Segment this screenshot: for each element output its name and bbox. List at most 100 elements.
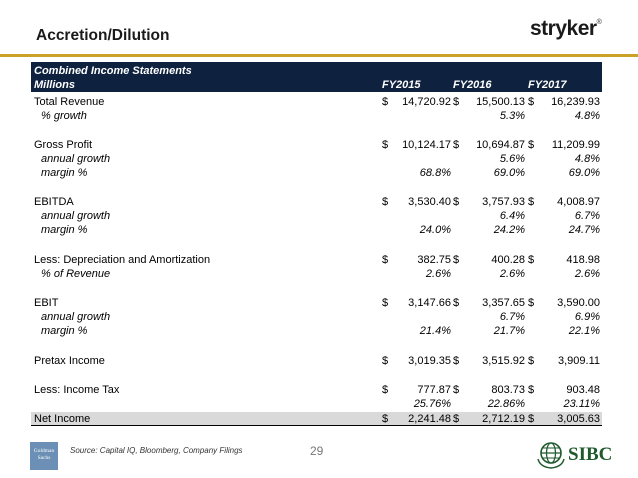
- net-income-row: Net Income $2,241.48 $2,712.19 $3,005.63: [31, 412, 602, 426]
- currency-symbol: $: [453, 196, 460, 208]
- cell-fy2017: 4.8%: [574, 153, 600, 165]
- cell-fy2015: 3,019.35: [408, 355, 451, 367]
- table-header: Combined Income Statements Millions FY20…: [31, 62, 602, 92]
- row-label: Less: Income Tax: [34, 384, 120, 396]
- row-label: % growth: [41, 110, 87, 122]
- cell-fy2017: 6.7%: [574, 210, 600, 222]
- cell-fy2015: 382.75: [417, 254, 451, 266]
- currency-symbol: $: [528, 384, 535, 396]
- cell-fy2016: 3,357.65: [482, 297, 525, 309]
- goldman-sachs-logo: Goldman Sachs: [30, 442, 58, 470]
- cell-fy2017: 22.1%: [568, 325, 600, 337]
- cell-fy2016: 5.3%: [499, 110, 525, 122]
- currency-symbol: $: [453, 139, 460, 151]
- table-row: % of Revenue 2.6% 2.6% 2.6%: [31, 267, 602, 281]
- row-label: annual growth: [41, 153, 111, 165]
- table-row: annual growth 6.4% 6.7%: [31, 209, 602, 223]
- currency-symbol: $: [528, 139, 535, 151]
- cell-fy2016: 24.2%: [493, 224, 525, 236]
- cell-fy2017: 69.0%: [568, 167, 600, 179]
- cell-fy2016: 69.0%: [493, 167, 525, 179]
- cell-fy2016: 10,694.87: [476, 139, 525, 151]
- cell-fy2016: 22.86%: [487, 398, 525, 410]
- currency-symbol: $: [382, 139, 389, 151]
- currency-symbol: $: [528, 297, 535, 309]
- sibc-logo: SIBC: [568, 444, 613, 465]
- cell-fy2017: 24.7%: [568, 224, 600, 236]
- table-row: EBIT $3,147.66 $3,357.65 $3,590.00: [31, 296, 602, 310]
- currency-symbol: $: [382, 297, 389, 309]
- cell-fy2016: 15,500.13: [476, 96, 525, 108]
- cell-fy2016: 2,712.19: [482, 413, 525, 425]
- table-row: annual growth 5.6% 4.8%: [31, 152, 602, 166]
- page-title: Accretion/Dilution: [36, 27, 170, 44]
- row-label: Pretax Income: [34, 355, 105, 367]
- row-label: Total Revenue: [34, 96, 105, 108]
- cell-fy2016: 3,757.93: [482, 196, 525, 208]
- table-row: margin % 24.0% 24.2% 24.7%: [31, 223, 602, 237]
- title-rule: [0, 54, 638, 57]
- table-title: Combined Income Statements: [34, 65, 192, 77]
- table-row: Gross Profit $10,124.17 $10,694.87 $11,209.…: [31, 138, 602, 152]
- source-note: Source: Capital IQ, Bloomberg, Company F…: [70, 446, 243, 455]
- units-label: Millions: [34, 79, 75, 91]
- currency-symbol: $: [528, 413, 535, 425]
- row-label: margin %: [41, 224, 88, 236]
- currency-symbol: $: [453, 254, 460, 266]
- table-row: 25.76% 22.86% 23.11%: [31, 397, 602, 411]
- cell-fy2017: 903.48: [566, 384, 600, 396]
- column-header-fy2016: FY2016: [453, 79, 492, 91]
- row-label: margin %: [41, 167, 88, 179]
- currency-symbol: $: [453, 297, 460, 309]
- cell-fy2017: 6.9%: [574, 311, 600, 323]
- currency-symbol: $: [382, 254, 389, 266]
- row-label: Gross Profit: [34, 139, 93, 151]
- cell-fy2015: 2,241.48: [408, 413, 451, 425]
- currency-symbol: $: [528, 196, 535, 208]
- cell-fy2016: 3,515.92: [482, 355, 525, 367]
- currency-symbol: $: [528, 254, 535, 266]
- currency-symbol: $: [382, 413, 389, 425]
- cell-fy2016: 803.73: [491, 384, 525, 396]
- cell-fy2015: 3,530.40: [408, 196, 451, 208]
- cell-fy2017: 4.8%: [574, 110, 600, 122]
- currency-symbol: $: [453, 355, 460, 367]
- row-label: annual growth: [41, 311, 111, 323]
- row-label: Net Income: [34, 413, 91, 425]
- currency-symbol: $: [453, 413, 460, 425]
- currency-symbol: $: [528, 96, 535, 108]
- cell-fy2016: 5.6%: [499, 153, 525, 165]
- table-row: Less: Income Tax $777.87 $803.73 $903.48: [31, 383, 602, 397]
- cell-fy2017: 3,005.63: [557, 413, 600, 425]
- table-bottom-rule: [31, 425, 602, 426]
- currency-symbol: $: [453, 96, 460, 108]
- cell-fy2015: 14,720.92: [402, 96, 451, 108]
- currency-symbol: $: [382, 96, 389, 108]
- row-label: Less: Depreciation and Amortization: [34, 254, 211, 266]
- table-row: margin % 68.8% 69.0% 69.0%: [31, 166, 602, 180]
- cell-fy2016: 6.7%: [499, 311, 525, 323]
- registered-mark: ®: [596, 19, 602, 26]
- cell-fy2016: 6.4%: [499, 210, 525, 222]
- table-row: Total Revenue $14,720.92 $15,500.13 $16,239…: [31, 95, 602, 109]
- currency-symbol: $: [528, 355, 535, 367]
- cell-fy2015: 3,147.66: [408, 297, 451, 309]
- cell-fy2015: 68.8%: [419, 167, 451, 179]
- globe-icon: [537, 442, 565, 469]
- cell-fy2017: 418.98: [566, 254, 600, 266]
- cell-fy2015: 777.87: [417, 384, 451, 396]
- cell-fy2016: 400.28: [491, 254, 525, 266]
- cell-fy2016: 2.6%: [499, 268, 525, 280]
- cell-fy2015: 24.0%: [419, 224, 451, 236]
- cell-fy2017: 2.6%: [574, 268, 600, 280]
- column-header-fy2015: FY2015: [382, 79, 421, 91]
- table-row: margin % 21.4% 21.7% 22.1%: [31, 324, 602, 338]
- cell-fy2015: 25.76%: [413, 398, 451, 410]
- row-label: EBIT: [34, 297, 59, 309]
- stryker-logo: stryker®: [530, 17, 602, 41]
- cell-fy2017: 3,909.11: [557, 355, 600, 367]
- currency-symbol: $: [382, 355, 389, 367]
- currency-symbol: $: [453, 384, 460, 396]
- cell-fy2017: 11,209.99: [551, 139, 600, 151]
- currency-symbol: $: [382, 384, 389, 396]
